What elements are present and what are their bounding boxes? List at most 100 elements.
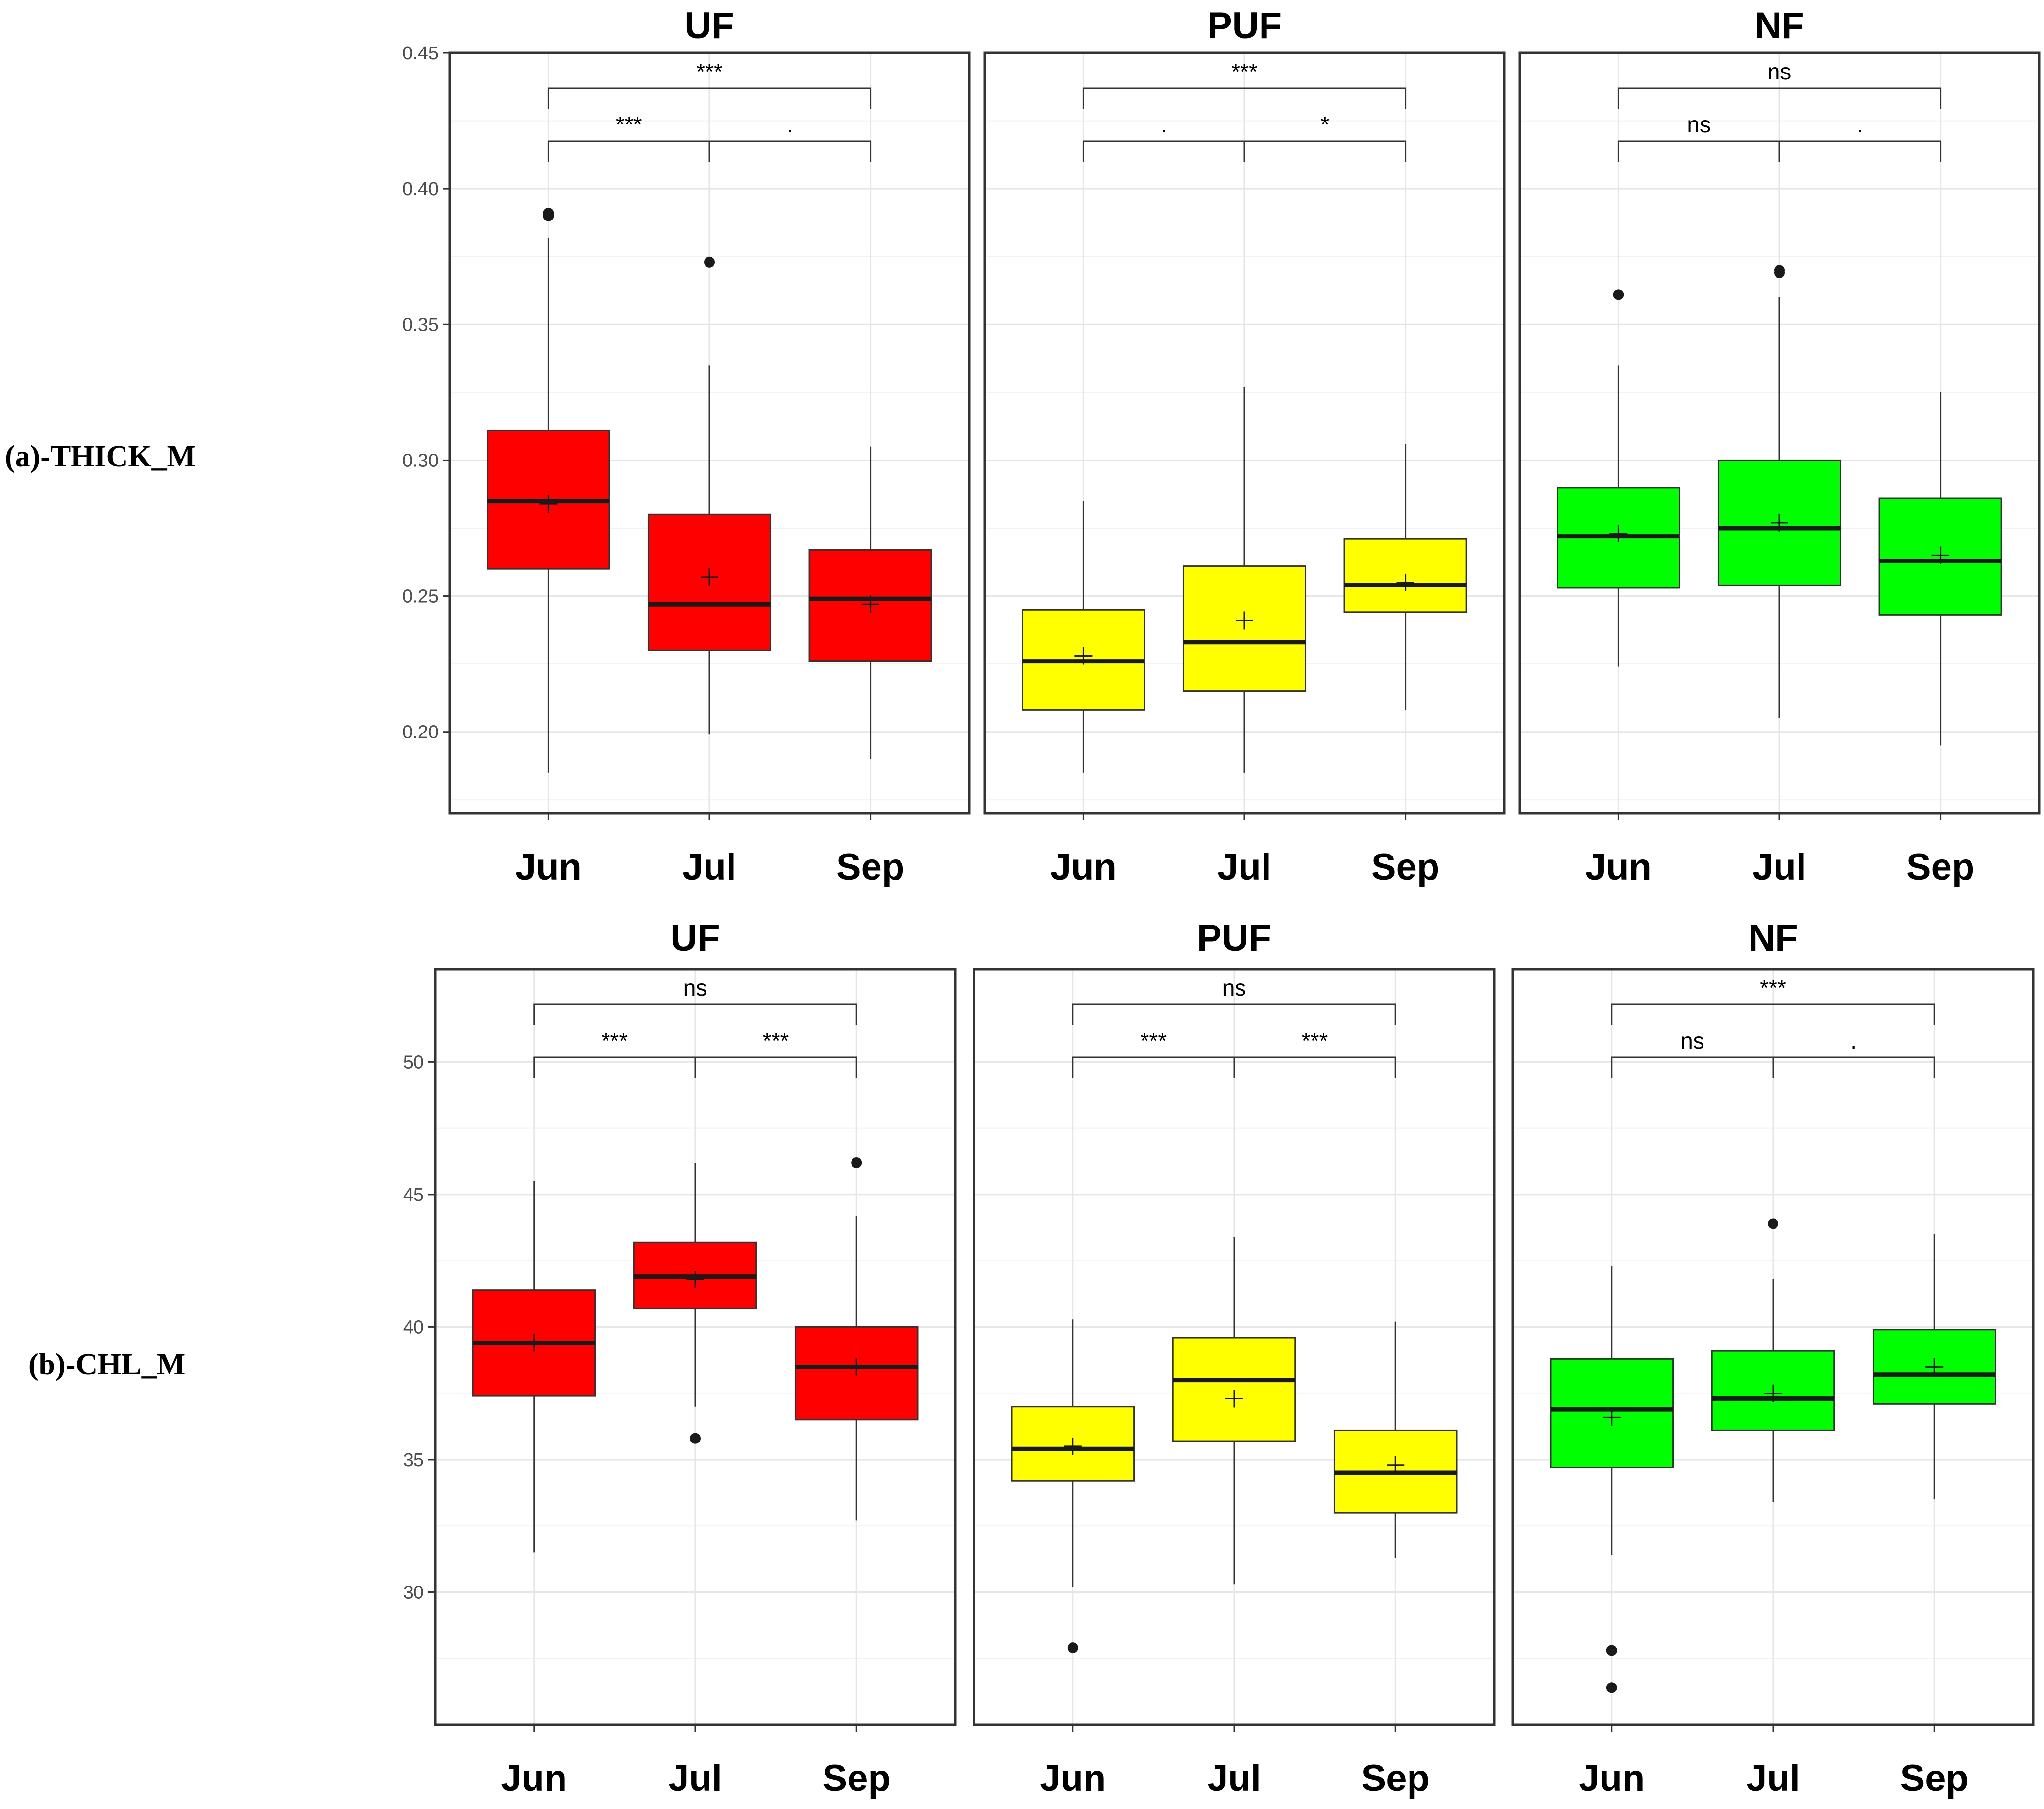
- y-tick-label: 45: [403, 1185, 424, 1205]
- bracket-jun-sep: [1611, 1003, 1935, 1025]
- box-jul: [1182, 387, 1307, 773]
- x-tick-label: Sep: [823, 1758, 891, 1799]
- significance-label: ***: [696, 59, 723, 84]
- x-tick-label: Sep: [1371, 846, 1439, 888]
- outlier-point: [1774, 265, 1785, 276]
- outlier-point: [1606, 1645, 1617, 1656]
- panel-uf: ns *** *** UF Jun Jul Sep: [434, 917, 957, 1799]
- box-jun: [472, 1181, 596, 1553]
- x-tick-label: Jul: [1746, 1758, 1800, 1799]
- significance-label: .: [787, 112, 793, 137]
- significance-label: ***: [763, 1028, 789, 1053]
- box-sep: [1333, 1321, 1458, 1558]
- x-tick-label: Jul: [1752, 846, 1806, 888]
- significance-label: ns: [683, 975, 707, 1001]
- x-tick-label: Sep: [836, 846, 904, 888]
- box-jul: [647, 256, 772, 735]
- x-tick-label: Jun: [1050, 846, 1117, 888]
- x-tick-label: Sep: [1900, 1758, 1969, 1799]
- x-tick-label: Jul: [1217, 846, 1271, 888]
- iqr-box: [1550, 1358, 1674, 1468]
- bracket-jul-sep: [694, 1056, 857, 1078]
- significance-label: *: [1320, 112, 1329, 137]
- box-sep: [1872, 1234, 1996, 1500]
- box-jul: [1717, 265, 1842, 718]
- bracket-jun-sep: [547, 87, 872, 109]
- box-jul: [1711, 1218, 1835, 1502]
- panel-puf: ns *** *** PUF Jun Jul Sep: [973, 917, 1496, 1799]
- panel-title: PUF: [1197, 917, 1271, 959]
- x-tick-label: Sep: [1362, 1758, 1430, 1799]
- box-jun: [1022, 501, 1145, 773]
- x-tick-label: Jul: [682, 846, 736, 888]
- box-jun: [1550, 1266, 1674, 1693]
- outlier-point: [851, 1157, 862, 1168]
- y-tick-label: 0.45: [402, 43, 438, 64]
- x-tick-label: Jun: [1579, 1758, 1645, 1799]
- outlier-point: [690, 1433, 701, 1444]
- outlier-point: [1606, 1682, 1617, 1693]
- box-jul: [1172, 1237, 1296, 1585]
- x-tick-label: Sep: [1906, 846, 1974, 888]
- box-jul: [633, 1162, 757, 1444]
- significance-label: ***: [616, 112, 642, 137]
- box-jun: [487, 208, 610, 773]
- panel-puf: ***. * PUF Jun Jul Sep: [983, 5, 1506, 888]
- x-tick-label: Jul: [668, 1758, 722, 1799]
- significance-label: .: [1161, 112, 1167, 137]
- y-tick-label: 0.40: [402, 179, 438, 199]
- y-tick-label: 35: [403, 1450, 424, 1470]
- box-sep: [1878, 392, 2002, 746]
- outlier-point: [1768, 1218, 1778, 1229]
- significance-label: ***: [602, 1028, 628, 1053]
- box-sep: [1343, 444, 1467, 710]
- significance-label: ns: [1680, 1028, 1704, 1053]
- y-tick-label: 0.25: [402, 587, 438, 607]
- bracket-jul-sep: [708, 140, 872, 162]
- outlier-point: [1613, 289, 1624, 300]
- panel-uf: *** *** . UF Jun Jul Sep: [448, 5, 971, 888]
- significance-label: ***: [1141, 1028, 1167, 1053]
- bracket-jul-sep: [1772, 1056, 1935, 1078]
- panel-title: UF: [684, 5, 734, 47]
- row-label: (a)-THICK_M: [5, 440, 195, 473]
- x-tick-label: Jun: [1040, 1758, 1106, 1799]
- bracket-jul-sep: [1233, 1056, 1396, 1078]
- outlier-point: [1067, 1642, 1078, 1654]
- significance-label: .: [1850, 1028, 1857, 1053]
- y-tick-label: 0.20: [402, 722, 438, 743]
- panel-title: UF: [670, 917, 720, 959]
- y-tick-label: 30: [403, 1582, 424, 1603]
- x-tick-label: Jun: [515, 846, 582, 888]
- panel-nf: ns ns . NF Jun Jul Sep: [1518, 5, 2041, 888]
- box-jun: [1011, 1319, 1135, 1654]
- significance-label: ns: [1222, 975, 1246, 1001]
- bracket-jul-sep: [1243, 140, 1407, 162]
- y-tick-label: 0.35: [402, 315, 438, 335]
- bracket-jun-sep: [533, 1003, 857, 1025]
- significance-label: ***: [1302, 1028, 1328, 1053]
- box-jun: [1557, 289, 1680, 667]
- panel-title: NF: [1748, 917, 1798, 959]
- significance-label: ns: [1768, 59, 1792, 84]
- y-tick-label: 40: [403, 1317, 424, 1338]
- box-sep: [808, 446, 932, 759]
- y-tick-label: 0.30: [402, 450, 438, 471]
- y-tick-label: 50: [403, 1052, 424, 1073]
- significance-label: ***: [1231, 59, 1258, 84]
- bracket-jul-sep: [1778, 140, 1942, 162]
- significance-label: ns: [1687, 112, 1711, 137]
- bracket-jun-sep: [1617, 87, 1942, 109]
- row-label: (b)-CHL_M: [28, 1348, 185, 1381]
- bracket-jun-sep: [1072, 1003, 1396, 1025]
- outlier-point: [543, 208, 554, 219]
- x-tick-label: Jun: [501, 1758, 567, 1799]
- panel-nf: *** ns . NF Jun Jul Sep: [1511, 917, 2035, 1799]
- iqr-box: [1172, 1337, 1296, 1442]
- x-tick-label: Jul: [1207, 1758, 1261, 1799]
- panel-title: NF: [1754, 5, 1804, 47]
- significance-label: ***: [1760, 975, 1786, 1001]
- panel-title: PUF: [1207, 5, 1282, 47]
